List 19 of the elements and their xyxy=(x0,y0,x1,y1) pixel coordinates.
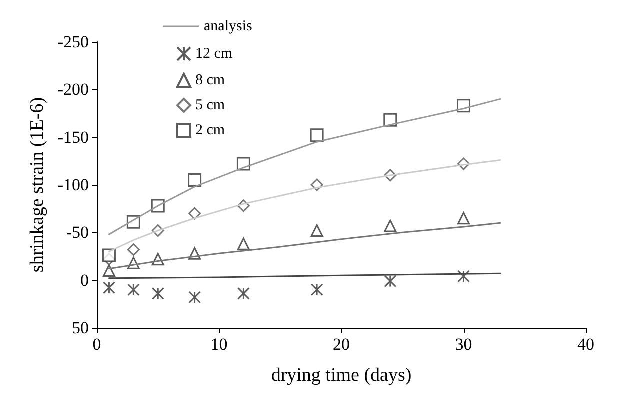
x-tick-label: 0 xyxy=(92,335,102,354)
y-tick-label: -200 xyxy=(58,80,89,100)
x-tick-label: 10 xyxy=(210,335,228,354)
x-axis-title: drying time (days) xyxy=(271,365,412,386)
legend-label: 8 cm xyxy=(196,72,226,88)
y-tick-label: -50 xyxy=(66,223,89,242)
x-tick-label: 40 xyxy=(578,335,594,354)
legend-label: analysis xyxy=(204,18,252,34)
legend-label: 12 cm xyxy=(196,46,233,62)
x-tick-label: 20 xyxy=(333,335,350,354)
y-tick-label: -100 xyxy=(58,176,89,194)
legend-label: 5 cm xyxy=(196,98,226,114)
legend-label: 2 cm xyxy=(196,122,226,138)
y-tick-label: -250 xyxy=(58,32,89,52)
y-tick-label: 0 xyxy=(80,270,89,290)
x-tick-label: 30 xyxy=(455,335,472,354)
y-tick-label: -150 xyxy=(58,128,89,147)
y-axis-title: shrinkage strain (1E-6) xyxy=(26,97,48,273)
y-tick-label: 50 xyxy=(72,318,89,338)
